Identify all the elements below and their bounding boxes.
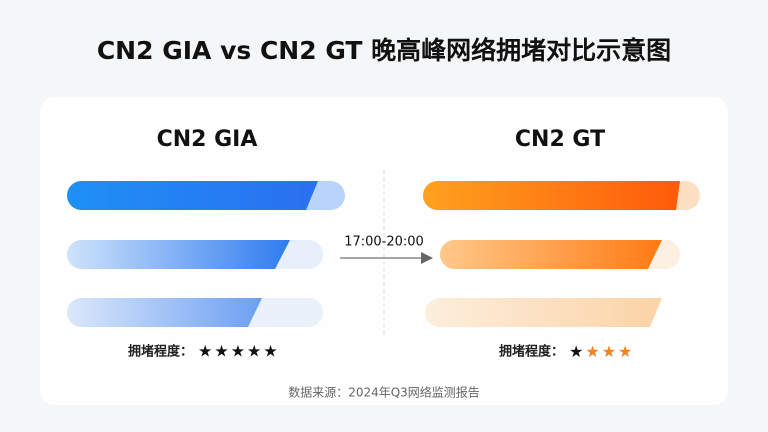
bar bbox=[440, 240, 662, 269]
title: CN2 GIA vs CN2 GT 晚高峰网络拥堵对比示意图 bbox=[97, 36, 671, 65]
source: 数据来源：2024年Q3网络监测报告 bbox=[288, 385, 480, 400]
bar bbox=[67, 240, 290, 269]
stars-orange: ★★★ bbox=[585, 342, 634, 361]
bar bbox=[67, 181, 318, 210]
bar bbox=[67, 298, 262, 327]
bar bbox=[423, 181, 680, 210]
time-range: 17:00-20:00 bbox=[344, 235, 424, 250]
left-heading: CN2 GIA bbox=[157, 127, 258, 152]
bar bbox=[425, 298, 662, 327]
rating-stars: ★★★★ bbox=[569, 342, 634, 361]
rating-stars: ★★★★★ bbox=[198, 342, 280, 361]
right-heading: CN2 GT bbox=[515, 127, 605, 152]
rating-label: 拥堵程度： bbox=[128, 344, 193, 360]
rating-label: 拥堵程度： bbox=[499, 344, 564, 360]
stars-dark: ★ bbox=[569, 342, 585, 361]
